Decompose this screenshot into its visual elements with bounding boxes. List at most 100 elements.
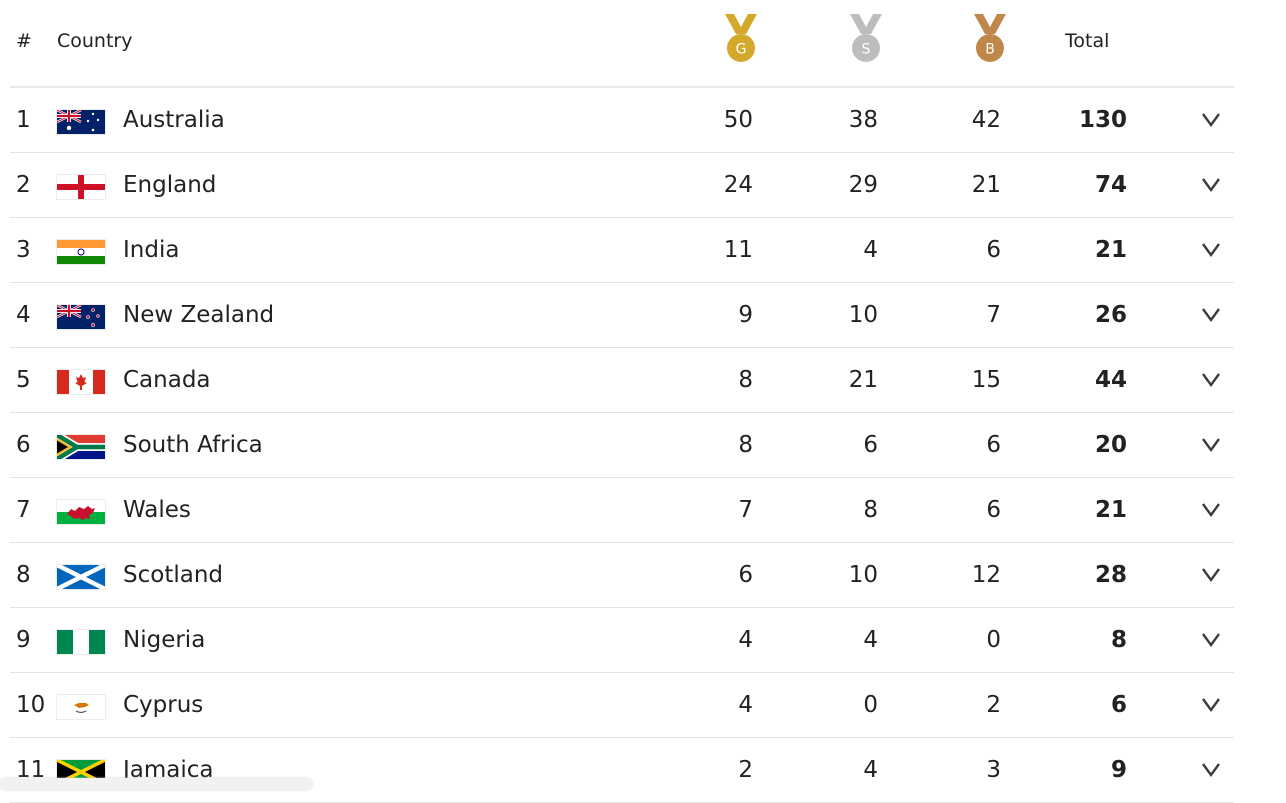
silver-count: 8 bbox=[863, 497, 878, 523]
table-row[interactable]: 1 Australia 50 38 42 130 bbox=[10, 88, 1234, 153]
chevron-down-icon[interactable] bbox=[1200, 240, 1222, 260]
total-count: 21 bbox=[1094, 497, 1127, 523]
gold-medal-icon: G bbox=[723, 14, 759, 64]
chevron-down-icon[interactable] bbox=[1200, 695, 1222, 715]
country-name: Nigeria bbox=[123, 627, 206, 653]
country-name: New Zealand bbox=[123, 302, 275, 328]
chevron-down-icon[interactable] bbox=[1200, 175, 1222, 195]
table-row[interactable]: 9 Nigeria 4 4 0 8 bbox=[10, 608, 1234, 673]
flag-new-zealand-icon bbox=[57, 305, 105, 329]
chevron-down-icon[interactable] bbox=[1200, 370, 1222, 390]
flag-nigeria-icon bbox=[57, 630, 105, 654]
gold-count: 9 bbox=[738, 302, 753, 328]
table-row[interactable]: 2 England 24 29 21 74 bbox=[10, 153, 1234, 218]
silver-count: 0 bbox=[863, 692, 878, 718]
chevron-down-icon[interactable] bbox=[1200, 500, 1222, 520]
country-name: Wales bbox=[123, 497, 191, 523]
table-row[interactable]: 4 New Zealand 9 10 7 26 bbox=[10, 283, 1234, 348]
flag-canada-icon bbox=[57, 370, 105, 394]
bronze-count: 21 bbox=[971, 172, 1001, 198]
rank-cell: 2 bbox=[16, 172, 31, 198]
flag-india-icon bbox=[57, 240, 105, 264]
total-count: 20 bbox=[1094, 432, 1127, 458]
total-count: 44 bbox=[1094, 367, 1127, 393]
chevron-down-icon[interactable] bbox=[1200, 110, 1222, 130]
silver-count: 4 bbox=[863, 627, 878, 653]
bronze-count: 42 bbox=[971, 107, 1001, 133]
rank-cell: 1 bbox=[16, 107, 31, 133]
flag-south-africa-icon bbox=[57, 435, 105, 459]
flag-cyprus-icon bbox=[57, 695, 105, 719]
silver-count: 29 bbox=[848, 172, 878, 198]
total-count: 21 bbox=[1094, 237, 1127, 263]
country-name: Australia bbox=[123, 107, 225, 133]
flag-australia-icon bbox=[57, 110, 105, 134]
chevron-down-icon[interactable] bbox=[1200, 760, 1222, 780]
total-count: 6 bbox=[1110, 692, 1127, 718]
horizontal-scrollbar[interactable] bbox=[0, 778, 312, 790]
bronze-count: 0 bbox=[986, 627, 1001, 653]
bronze-count: 2 bbox=[986, 692, 1001, 718]
total-count: 28 bbox=[1094, 562, 1127, 588]
silver-medal-icon: S bbox=[848, 14, 884, 64]
rank-cell: 7 bbox=[16, 497, 31, 523]
country-name: England bbox=[123, 172, 217, 198]
silver-count: 21 bbox=[848, 367, 878, 393]
total-count: 8 bbox=[1110, 627, 1127, 653]
gold-count: 7 bbox=[738, 497, 753, 523]
gold-count: 8 bbox=[738, 432, 753, 458]
silver-count: 10 bbox=[848, 562, 878, 588]
medal-table: # Country G S B Total 1 bbox=[10, 0, 1234, 803]
table-row[interactable]: 10 Cyprus 4 0 2 6 bbox=[10, 673, 1234, 738]
rank-cell: 6 bbox=[16, 432, 31, 458]
country-name: Cyprus bbox=[123, 692, 204, 718]
chevron-down-icon[interactable] bbox=[1200, 630, 1222, 650]
rank-cell: 8 bbox=[16, 562, 31, 588]
gold-count: 8 bbox=[738, 367, 753, 393]
gold-count: 50 bbox=[723, 107, 753, 133]
bronze-count: 7 bbox=[986, 302, 1001, 328]
rank-cell: 5 bbox=[16, 367, 31, 393]
silver-count: 4 bbox=[863, 237, 878, 263]
table-row[interactable]: 7 Wales 7 8 6 21 bbox=[10, 478, 1234, 543]
country-name: Scotland bbox=[123, 562, 223, 588]
bronze-count: 6 bbox=[986, 237, 1001, 263]
chevron-down-icon[interactable] bbox=[1200, 435, 1222, 455]
gold-count: 4 bbox=[738, 627, 753, 653]
table-row[interactable]: 8 Scotland 6 10 12 28 bbox=[10, 543, 1234, 608]
gold-count: 24 bbox=[723, 172, 753, 198]
gold-count: 2 bbox=[738, 757, 753, 783]
silver-medal-letter: S bbox=[862, 42, 871, 58]
silver-count: 10 bbox=[848, 302, 878, 328]
bronze-medal-icon: B bbox=[972, 14, 1008, 64]
table-row[interactable]: 5 Canada 8 21 15 44 bbox=[10, 348, 1234, 413]
gold-count: 11 bbox=[723, 237, 753, 263]
country-name: Canada bbox=[123, 367, 211, 393]
flag-scotland-icon bbox=[57, 565, 105, 589]
gold-medal-letter: G bbox=[736, 42, 747, 58]
rank-cell: 4 bbox=[16, 302, 31, 328]
bronze-count: 3 bbox=[986, 757, 1001, 783]
table-header: # Country G S B Total bbox=[10, 0, 1234, 88]
total-count: 130 bbox=[1078, 107, 1127, 133]
silver-count: 4 bbox=[863, 757, 878, 783]
bronze-medal-letter: B bbox=[985, 42, 995, 58]
bronze-count: 12 bbox=[971, 562, 1001, 588]
chevron-down-icon[interactable] bbox=[1200, 565, 1222, 585]
table-row[interactable]: 3 India 11 4 6 21 bbox=[10, 218, 1234, 283]
chevron-down-icon[interactable] bbox=[1200, 305, 1222, 325]
table-row[interactable]: 6 South Africa 8 6 6 20 bbox=[10, 413, 1234, 478]
country-name: South Africa bbox=[123, 432, 263, 458]
rank-header: # bbox=[16, 30, 32, 52]
rank-cell: 10 bbox=[16, 692, 46, 718]
total-count: 74 bbox=[1094, 172, 1127, 198]
flag-wales-icon bbox=[57, 500, 105, 524]
rank-cell: 9 bbox=[16, 627, 31, 653]
total-header: Total bbox=[1065, 30, 1110, 52]
bronze-count: 15 bbox=[971, 367, 1001, 393]
silver-count: 6 bbox=[863, 432, 878, 458]
gold-count: 6 bbox=[738, 562, 753, 588]
total-count: 26 bbox=[1094, 302, 1127, 328]
country-name: India bbox=[123, 237, 180, 263]
table-row[interactable]: 11 Jamaica 2 4 3 9 bbox=[10, 738, 1234, 803]
